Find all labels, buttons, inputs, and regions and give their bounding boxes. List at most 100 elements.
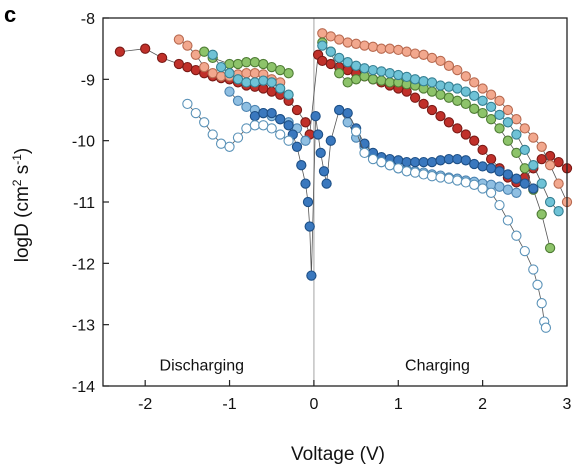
data-point	[376, 66, 387, 77]
data-point	[460, 129, 471, 140]
data-point	[384, 77, 395, 88]
data-point	[409, 74, 421, 85]
data-point	[241, 57, 252, 68]
annotation-layer: Discharging Charging	[160, 358, 470, 375]
data-point	[418, 156, 429, 168]
data-point	[249, 120, 261, 131]
data-point	[350, 60, 362, 71]
data-point	[519, 144, 530, 156]
data-point	[426, 171, 438, 182]
data-point	[540, 322, 552, 333]
data-point	[511, 173, 522, 184]
y-tick-label: -14	[72, 379, 95, 396]
data-point	[494, 95, 505, 106]
data-point	[315, 147, 326, 159]
y-tick-label: -13	[72, 318, 95, 335]
data-point	[452, 175, 463, 186]
y-tick-label: -9	[81, 72, 95, 89]
data-point	[460, 155, 471, 166]
data-point	[502, 215, 514, 226]
data-point	[266, 77, 277, 88]
data-point	[241, 123, 252, 134]
data-point	[532, 279, 543, 290]
data-point	[266, 86, 277, 97]
y-axis-title: logD (cm2 s-1)	[10, 148, 33, 262]
y-axis-title-sup1: 2	[10, 179, 24, 186]
data-point	[224, 68, 235, 79]
data-point	[418, 98, 429, 110]
data-point	[207, 129, 218, 140]
data-point	[502, 135, 514, 146]
data-point	[224, 58, 235, 70]
data-point	[215, 61, 227, 73]
data-point	[443, 117, 455, 128]
data-point	[452, 153, 463, 165]
panel-label: c	[4, 2, 16, 27]
y-tick-label: -8	[81, 11, 95, 28]
y-axis-title-end: )	[12, 148, 33, 154]
data-point	[232, 58, 244, 70]
data-point	[519, 178, 530, 189]
data-point	[325, 31, 336, 42]
data-point	[536, 298, 547, 309]
data-point	[224, 141, 235, 152]
data-point	[528, 160, 539, 171]
data-point	[318, 166, 330, 177]
data-point	[409, 156, 421, 168]
data-point	[536, 178, 547, 189]
data-point	[460, 98, 471, 110]
data-point	[494, 109, 505, 121]
data-point	[511, 147, 522, 159]
y-axis-title-main: logD (cm	[12, 186, 33, 262]
data-point	[241, 101, 252, 113]
data-point	[215, 71, 227, 82]
data-point	[312, 129, 324, 140]
data-point	[283, 89, 294, 100]
data-point	[182, 40, 193, 51]
data-point	[367, 74, 379, 85]
data-point	[300, 178, 311, 189]
data-point	[310, 110, 321, 122]
data-point	[283, 120, 294, 131]
y-axis-title-mid: s	[12, 165, 33, 180]
data-point	[367, 41, 379, 52]
data-point	[502, 104, 514, 116]
data-point	[485, 153, 497, 165]
data-point	[544, 150, 556, 162]
data-point	[232, 132, 244, 143]
data-point	[384, 160, 395, 171]
data-point	[519, 245, 530, 257]
data-point	[426, 156, 438, 168]
data-point	[477, 95, 488, 106]
data-point	[469, 90, 480, 102]
data-point	[477, 83, 488, 94]
data-point	[485, 114, 497, 125]
data-point	[409, 167, 421, 178]
data-point	[469, 103, 480, 114]
data-point	[334, 68, 345, 79]
data-point	[325, 46, 336, 57]
data-point	[266, 61, 277, 73]
data-point	[190, 107, 201, 119]
data-point	[544, 196, 556, 208]
data-point	[302, 196, 314, 208]
data-point	[511, 230, 522, 241]
data-point	[224, 86, 235, 97]
data-point	[494, 123, 505, 134]
data-point	[306, 270, 317, 281]
data-point	[528, 132, 539, 143]
data-point	[426, 77, 438, 88]
data-point	[296, 160, 307, 171]
x-tick-label: 1	[394, 396, 403, 413]
data-point	[275, 114, 286, 125]
data-point	[258, 107, 269, 119]
data-point	[232, 95, 244, 106]
data-point	[485, 89, 497, 100]
data-point	[426, 52, 438, 64]
data-point	[232, 74, 244, 85]
data-point	[376, 156, 387, 168]
data-point	[485, 163, 497, 174]
data-point	[435, 80, 446, 91]
data-point	[182, 98, 193, 110]
x-axis-title: Voltage (V)	[291, 444, 385, 465]
